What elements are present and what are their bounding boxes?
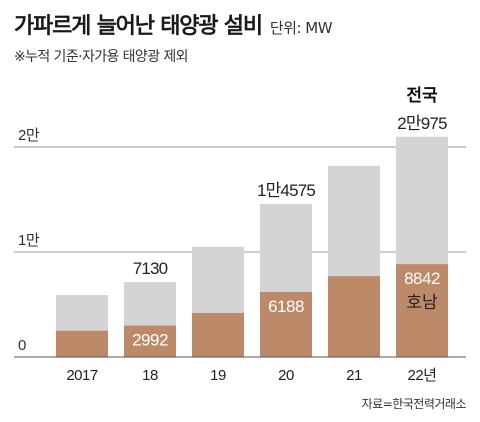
nationwide-label: 전국 [406, 86, 438, 105]
y-tick-label: 0 [18, 337, 26, 354]
honam-bar [192, 312, 244, 357]
x-tick-label: 21 [346, 367, 362, 384]
chart-title: 가파르게 늘어난 태양광 설비 [14, 14, 263, 39]
total-value-label: 7130 [133, 259, 168, 278]
honam-bar [124, 325, 176, 357]
x-tick-label: 2017 [66, 367, 98, 384]
x-tick-label: 20 [278, 367, 294, 384]
chart-subtitle: ※누적 기준·자가용 태양광 제외 [14, 49, 189, 65]
honam-bar [396, 264, 448, 357]
x-tick-label: 19 [210, 367, 226, 384]
honam-value-label: 8842 [404, 269, 440, 288]
honam-value-label: 2992 [132, 331, 168, 350]
total-value-label: 2만975 [397, 114, 447, 133]
honam-bar [260, 292, 312, 357]
honam-bar [56, 330, 108, 357]
x-tick-label: 18 [142, 367, 158, 384]
chart-header: 가파르게 늘어난 태양광 설비 단위: MW ※누적 기준·자가용 태양광 제외 [14, 8, 333, 66]
x-tick-label: 22년 [408, 367, 437, 384]
unit-label: 단위: MW [269, 19, 333, 37]
honam-value-label: 6188 [268, 297, 304, 316]
title-row: 가파르게 늘어난 태양광 설비 단위: MW [14, 8, 333, 40]
y-tick-label: 2만 [18, 127, 40, 144]
source-note: 자료=한국전력거래소 [361, 397, 467, 411]
honam-bar [328, 276, 380, 357]
honam-series-label: 호남 [406, 293, 438, 312]
total-value-label: 1만4575 [257, 181, 315, 200]
y-tick-label: 1만 [18, 232, 40, 249]
